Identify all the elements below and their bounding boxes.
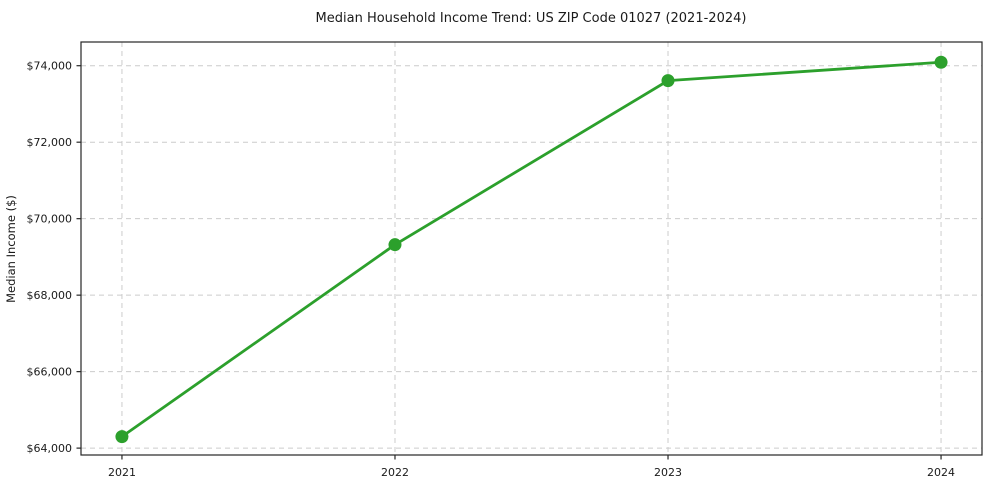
x-tick-label: 2023 [654,466,682,479]
y-tick-label: $64,000 [27,442,73,455]
grid-layer [81,42,982,455]
data-point-2023 [661,74,675,88]
y-tick-label: $70,000 [27,213,73,226]
data-point-2022 [388,238,402,252]
y-tick-label: $66,000 [27,366,73,379]
y-tick-label: $72,000 [27,136,73,149]
chart-title: Median Household Income Trend: US ZIP Co… [316,11,747,26]
y-axis-label: Median Income ($) [4,195,18,303]
series-layer [115,55,948,444]
data-point-2021 [115,430,129,444]
data-point-2024 [934,55,948,69]
y-tick-label: $68,000 [27,289,73,302]
x-tick-label: 2022 [381,466,409,479]
plot-border [80,41,983,456]
x-tick-label: 2021 [108,466,136,479]
y-tick-label: $74,000 [27,60,73,73]
trend-line [120,60,943,439]
tick-layer: $64,000 $66,000 $68,000 $70,000 $72,000 $74,0… [27,60,956,479]
x-tick-label: 2024 [927,466,955,479]
